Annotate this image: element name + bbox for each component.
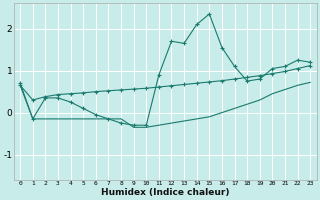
X-axis label: Humidex (Indice chaleur): Humidex (Indice chaleur) bbox=[101, 188, 229, 197]
